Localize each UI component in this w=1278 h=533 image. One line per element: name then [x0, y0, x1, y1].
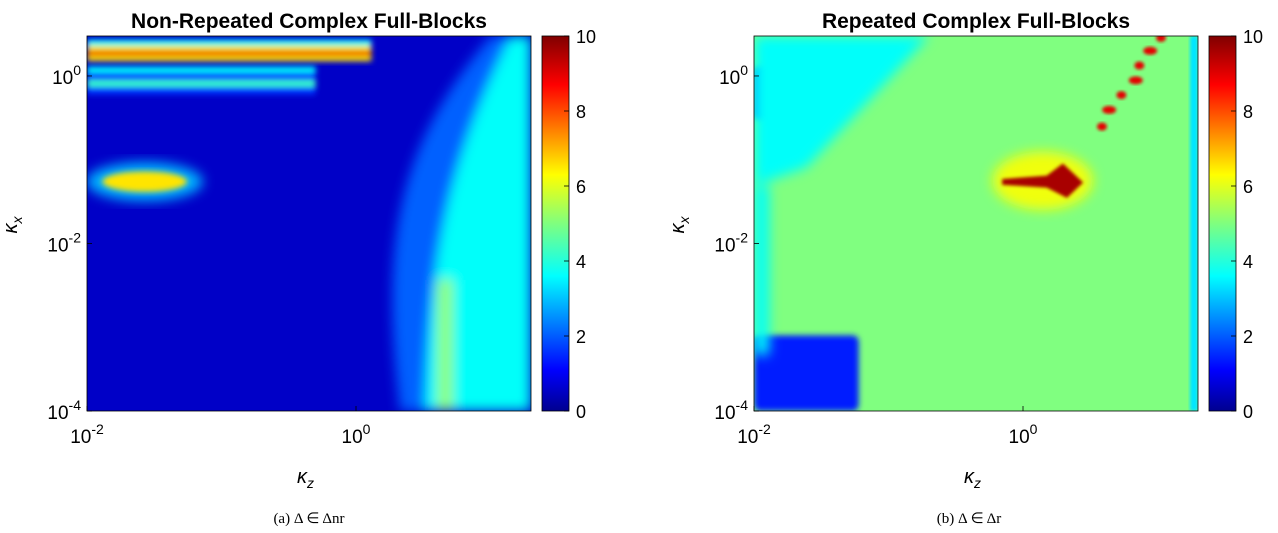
y-axis-label: κx [0, 216, 25, 234]
chart-title: Non-Repeated Complex Full-Blocks [131, 10, 487, 33]
heatmap-region-dots-dot [1116, 91, 1127, 100]
heatmap-region-band-halo [87, 39, 372, 46]
colorbar-tick-label: 6 [1243, 177, 1253, 197]
heatmap-region-edge-diagonal [754, 36, 929, 186]
axes-box [753, 35, 1199, 412]
caption-b-text: (b) Δ ∈ Δr [936, 511, 1002, 527]
heatmap-region-band [87, 66, 316, 95]
y-tick-label: 100 [719, 62, 748, 89]
y-tick-label: 10-4 [47, 397, 81, 424]
colorbar-tick-label: 6 [576, 177, 586, 197]
heatmap-region-dots [1096, 36, 1166, 131]
x-axis-label: κz [964, 466, 981, 490]
chart-title: Repeated Complex Full-Blocks [822, 10, 1130, 33]
colorbar-tick-label: 4 [1243, 252, 1253, 272]
colorbar-tick-label: 0 [576, 402, 586, 422]
heatmap-right-edge [1190, 36, 1198, 411]
heatmap-region-dots-dot [1128, 76, 1143, 85]
colorbar-tick-label: 2 [576, 327, 586, 347]
heatmap-region-dots-dot [1155, 36, 1166, 42]
colorbar-tick-label: 2 [1243, 327, 1253, 347]
heatmap-field [754, 36, 1198, 411]
colorbar-tick-label: 10 [576, 27, 596, 47]
axes-box [86, 35, 532, 412]
caption-a: (a) Δ ∈ Δnr [0, 509, 618, 528]
x-tick-label: 100 [342, 421, 371, 448]
heatmap-field [87, 36, 531, 411]
heatmap-region-edge-left [754, 186, 769, 355]
y-tick-label: 100 [52, 62, 81, 89]
caption-a-text: (a) Δ ∈ Δnr [273, 511, 345, 527]
y-tick-label: 10-4 [714, 397, 748, 424]
heatmap-region-band [87, 39, 372, 62]
x-tick-label: 10-2 [737, 421, 771, 448]
x-tick-label: 10-2 [70, 421, 104, 448]
colorbar-tick-label: 4 [576, 252, 586, 272]
colorbar-tick-label: 8 [1243, 102, 1253, 122]
heatmap-region-ridge-peak [438, 279, 453, 411]
colorbar [1208, 35, 1237, 412]
heatmap-region-blob [87, 162, 203, 202]
colorbar [541, 35, 570, 412]
colorbar-tick-label: 0 [1243, 402, 1253, 422]
heatmap-region-blob-core [1002, 163, 1084, 198]
colorbar-tick-label: 8 [576, 102, 586, 122]
heatmap-region-blob-core [102, 171, 187, 192]
x-axis-label: κz [297, 466, 314, 490]
colorbar-tick-label: 10 [1243, 27, 1263, 47]
heatmap-region-block [754, 335, 859, 411]
caption-b: (b) Δ ∈ Δr [660, 509, 1278, 528]
heatmap-region-band-peak [87, 80, 316, 87]
heatmap-region-dots-dot [1102, 105, 1117, 114]
heatmap-region-edge [754, 36, 929, 355]
y-tick-label: 10-2 [47, 229, 81, 256]
heatmap-region-dots-dot [1134, 61, 1145, 70]
heatmap-region-band-halo [87, 66, 316, 73]
y-axis-label: κx [667, 216, 692, 234]
heatmap-region-band-peak [87, 51, 372, 56]
x-tick-label: 100 [1009, 421, 1038, 448]
heatmap-region-blob [992, 151, 1093, 210]
heatmap-region-dots-dot [1143, 46, 1158, 55]
y-tick-label: 10-2 [714, 229, 748, 256]
heatmap-region-ridge [392, 36, 531, 411]
heatmap-region-dots-dot [1096, 122, 1107, 131]
